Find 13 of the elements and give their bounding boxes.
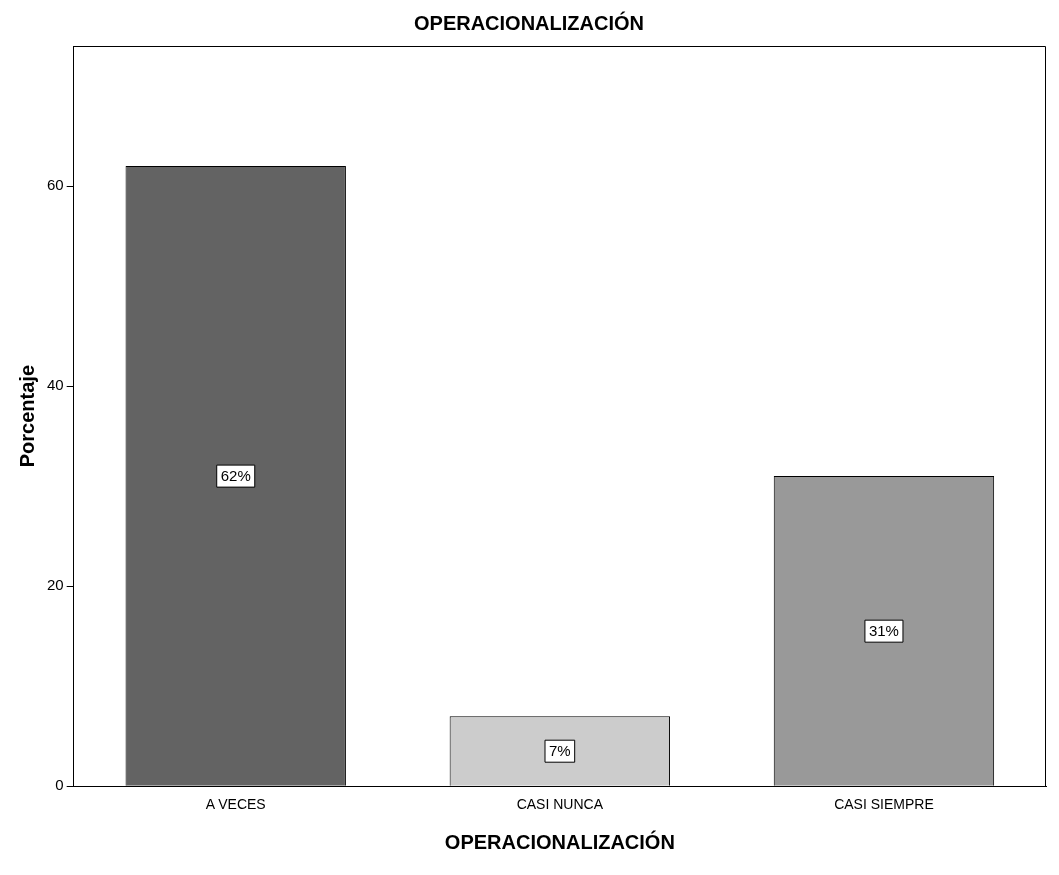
x-tick-label: CASI NUNCA <box>516 796 604 813</box>
y-tick-label: 40 <box>47 376 64 394</box>
data-label: 7% <box>549 742 571 760</box>
x-axis-title: OPERACIONALIZACIÓN <box>444 829 675 853</box>
chart-title: OPERACIONALIZACIÓN <box>414 10 644 34</box>
y-tick-label: 20 <box>47 576 64 594</box>
data-label: 62% <box>220 467 251 485</box>
x-tick-label: CASI SIEMPRE <box>834 796 934 813</box>
data-label: 31% <box>868 622 899 640</box>
y-axis-title: Porcentaje <box>15 364 38 468</box>
x-tick-label: A VECES <box>205 796 266 813</box>
y-tick-label: 60 <box>47 176 64 194</box>
y-tick-label: 0 <box>55 776 64 794</box>
